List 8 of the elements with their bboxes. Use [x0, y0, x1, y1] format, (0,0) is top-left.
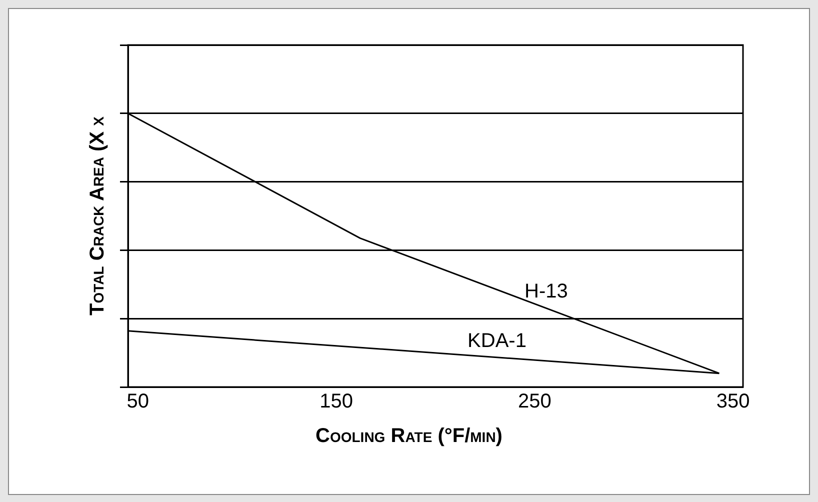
- x-tick-label: 150: [320, 390, 353, 413]
- series-label: H-13: [524, 280, 568, 303]
- y-axis-title: Total Crack Area (X x: [86, 116, 110, 316]
- x-tick-label: 50: [126, 390, 150, 413]
- series-label: KDA-1: [468, 330, 526, 352]
- x-axis-title: Cooling Rate (°F/min): [314, 425, 504, 448]
- x-tick-label: 350: [716, 390, 750, 413]
- x-tick-label: 250: [518, 390, 552, 413]
